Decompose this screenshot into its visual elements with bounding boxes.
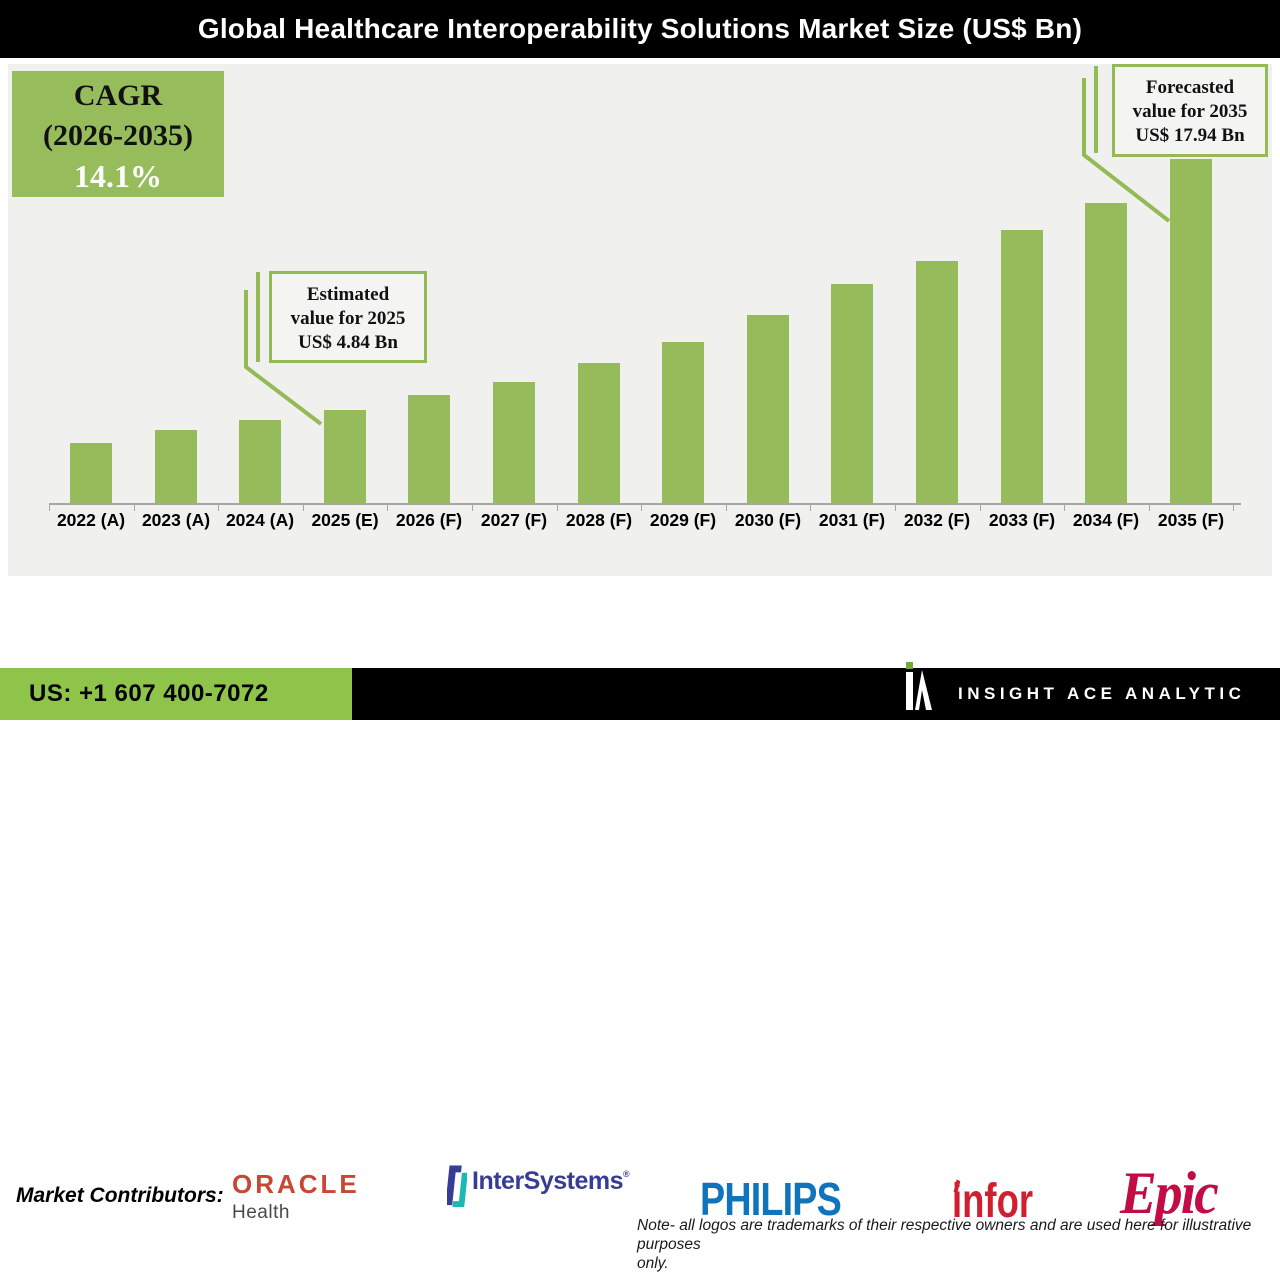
forecast-callout-value: US$ 17.94 Bn bbox=[1135, 125, 1245, 146]
trademark-note-line2: only. bbox=[637, 1255, 669, 1272]
intersystems-bracket-icon bbox=[447, 1165, 467, 1208]
x-axis-tick bbox=[557, 505, 558, 511]
forecast-callout-line2: value for 2035 bbox=[1132, 101, 1248, 122]
bar-2032-f bbox=[916, 261, 958, 503]
title-bar: Global Healthcare Interoperability Solut… bbox=[0, 0, 1280, 58]
estimated-value-callout: Estimated value for 2025 US$ 4.84 Bn bbox=[269, 271, 427, 363]
x-label-2032-f: 2032 (F) bbox=[903, 510, 971, 530]
oracle-wordmark: ORACLE bbox=[232, 1169, 360, 1199]
x-axis-tick bbox=[980, 505, 981, 511]
x-axis-tick bbox=[1064, 505, 1065, 511]
market-contributors-label: Market Contributors: bbox=[16, 1184, 224, 1207]
x-label-2031-f: 2031 (F) bbox=[818, 510, 886, 530]
footer-phone-panel bbox=[0, 668, 352, 720]
page-title: Global Healthcare Interoperability Solut… bbox=[197, 13, 1083, 44]
bar-2028-f bbox=[578, 363, 620, 503]
cagr-badge: CAGR (2026-2035) 14.1% bbox=[12, 71, 224, 197]
contributors-band: Market Contributors: ORACLE Health Inter… bbox=[0, 576, 1280, 1272]
bar-2024-a bbox=[239, 420, 281, 503]
chart-area: CAGR (2026-2035) 14.1% Estimated value f… bbox=[8, 64, 1272, 576]
x-axis-tick bbox=[895, 505, 896, 511]
phone-number: US: +1 607 400-7072 bbox=[29, 680, 269, 707]
x-axis-tick bbox=[472, 505, 473, 511]
bar-2030-f bbox=[747, 315, 789, 503]
insight-ace-logo-icon bbox=[906, 662, 932, 710]
cagr-period: (2026-2035) bbox=[43, 119, 193, 152]
registered-mark: ® bbox=[623, 1169, 630, 1179]
bar-2026-f bbox=[408, 395, 450, 503]
x-axis-tick bbox=[726, 505, 727, 511]
x-label-2022-a: 2022 (A) bbox=[56, 510, 126, 530]
x-label-2029-f: 2029 (F) bbox=[649, 510, 717, 530]
insight-ace-brand: INSIGHT ACE ANALYTIC bbox=[903, 662, 1280, 720]
intersystems-wordmark: InterSystems® bbox=[472, 1167, 630, 1195]
insight-ace-wordmark: INSIGHT ACE ANALYTIC bbox=[958, 684, 1246, 703]
estimated-callout-line1: Estimated bbox=[306, 284, 390, 305]
x-axis-tick bbox=[810, 505, 811, 511]
oracle-health-wordmark: Health bbox=[232, 1202, 290, 1223]
x-axis-tick bbox=[303, 505, 304, 511]
x-label-2034-f: 2034 (F) bbox=[1072, 510, 1140, 530]
callout-connector-lines bbox=[244, 66, 1171, 426]
x-label-2027-f: 2027 (F) bbox=[480, 510, 548, 530]
bar-2025-e bbox=[324, 410, 366, 503]
bar-2029-f bbox=[662, 342, 704, 503]
forecast-callout-line1: Forecasted bbox=[1145, 77, 1235, 98]
x-label-2035-f: 2035 (F) bbox=[1157, 510, 1225, 530]
x-label-2024-a: 2024 (A) bbox=[225, 510, 295, 530]
cagr-value: 14.1% bbox=[74, 158, 162, 194]
x-axis-tick bbox=[1233, 505, 1234, 511]
x-axis-tick bbox=[218, 505, 219, 511]
footer-bar: US: +1 607 400-7072 INSIGHT ACE ANALYTIC bbox=[0, 662, 1280, 720]
oracle-health-logo: ORACLE Health bbox=[232, 1171, 360, 1222]
cagr-label: CAGR bbox=[73, 79, 163, 112]
trademark-note-line1: Note- all logos are trademarks of their … bbox=[637, 1217, 1252, 1253]
trademark-note: Note- all logos are trademarks of their … bbox=[637, 1216, 1267, 1273]
x-axis-tick bbox=[1149, 505, 1150, 511]
estimated-callout-value: US$ 4.84 Bn bbox=[298, 332, 398, 353]
x-label-2033-f: 2033 (F) bbox=[988, 510, 1056, 530]
bar-2022-a bbox=[70, 443, 112, 503]
x-axis-tick bbox=[641, 505, 642, 511]
estimated-callout-line2: value for 2025 bbox=[290, 308, 406, 329]
bar-2033-f bbox=[1001, 230, 1043, 503]
bar-2035-f bbox=[1170, 159, 1212, 503]
x-axis-tick bbox=[134, 505, 135, 511]
x-label-2028-f: 2028 (F) bbox=[565, 510, 633, 530]
x-axis-tick bbox=[49, 505, 50, 511]
forecast-value-callout: Forecasted value for 2035 US$ 17.94 Bn bbox=[1112, 64, 1268, 157]
x-axis-tick bbox=[387, 505, 388, 511]
x-label-2030-f: 2030 (F) bbox=[734, 510, 802, 530]
bar-2031-f bbox=[831, 284, 873, 503]
x-axis-line bbox=[49, 503, 1241, 505]
x-label-2025-e: 2025 (E) bbox=[311, 510, 379, 530]
bar-2023-a bbox=[155, 430, 197, 503]
x-label-2023-a: 2023 (A) bbox=[141, 510, 211, 530]
bar-2034-f bbox=[1085, 203, 1127, 503]
x-label-2026-f: 2026 (F) bbox=[395, 510, 463, 530]
bar-2027-f bbox=[493, 382, 535, 503]
